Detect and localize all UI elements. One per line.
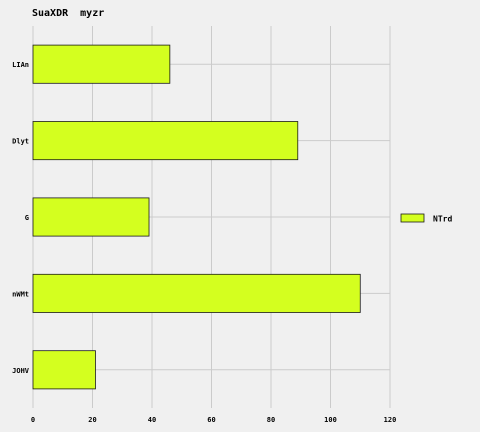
bar-nWMt <box>32 273 361 313</box>
x-tick-labels: 0 20 40 60 80 100 120 <box>31 416 396 424</box>
x-tick-label: 120 <box>384 416 397 424</box>
bar-Dlyt <box>32 121 299 161</box>
legend-swatch <box>400 213 425 223</box>
y-tick-label: nWMt <box>12 290 29 298</box>
chart-title: SuaXDR myzr <box>32 8 105 19</box>
y-tick-label: JOHV <box>12 367 30 375</box>
bars <box>32 44 361 390</box>
x-tick-label: 100 <box>324 416 337 424</box>
x-tick-label: 0 <box>31 416 35 424</box>
x-tick-label: 20 <box>88 416 96 424</box>
x-tick-label: 40 <box>148 416 156 424</box>
x-tick-label: 80 <box>267 416 275 424</box>
bar-LIAn <box>32 44 171 84</box>
x-tick-label: 60 <box>207 416 215 424</box>
legend-label: NTrd <box>433 215 452 224</box>
bar-G <box>32 197 150 237</box>
legend: NTrd <box>400 213 452 224</box>
bar-JOHV <box>32 350 96 390</box>
y-tick-label: G <box>25 214 29 222</box>
y-tick-label: LIAn <box>12 61 29 69</box>
y-tick-label: Dlyt <box>12 138 29 146</box>
